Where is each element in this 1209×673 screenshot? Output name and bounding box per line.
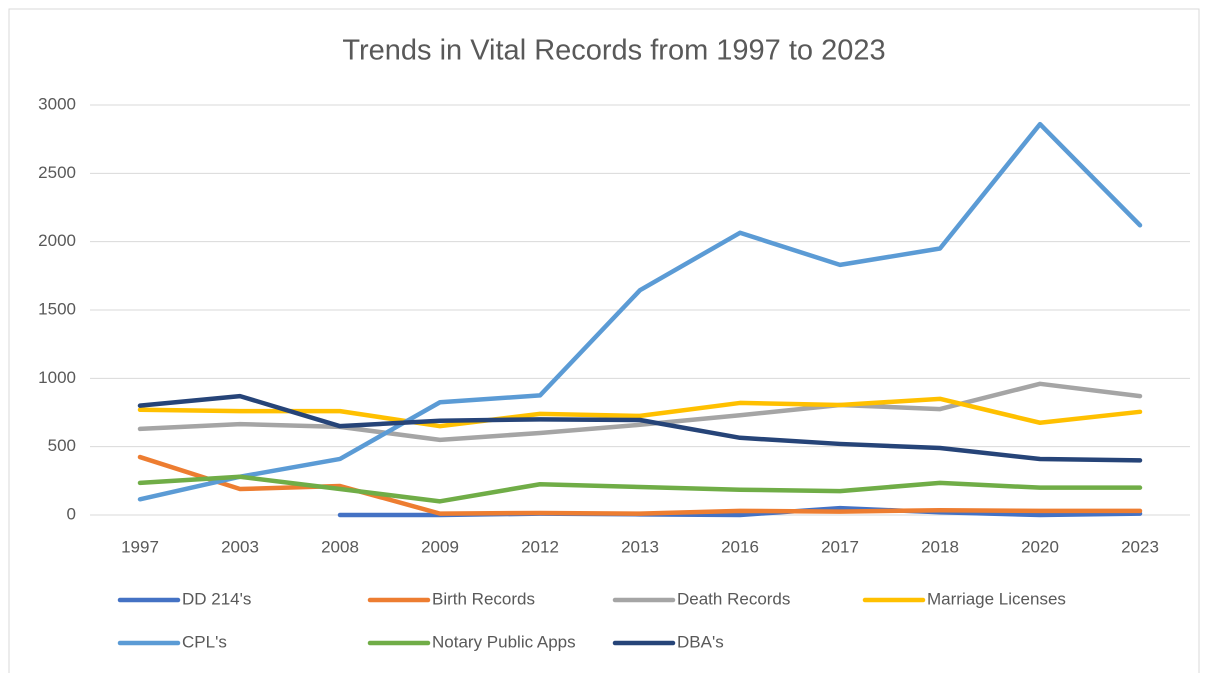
- legend-label: DBA's: [677, 632, 724, 651]
- x-tick-label: 2020: [1021, 537, 1059, 556]
- chart-title: Trends in Vital Records from 1997 to 202…: [342, 35, 885, 67]
- legend-label: Death Records: [677, 589, 790, 608]
- chart-border: [8, 8, 1200, 673]
- y-tick-label: 1000: [38, 368, 76, 387]
- x-tick-label: 2003: [221, 537, 259, 556]
- x-tick-label: 2012: [521, 537, 559, 556]
- x-tick-label: 2017: [821, 537, 859, 556]
- y-tick-label: 500: [48, 436, 76, 455]
- y-tick-label: 2000: [38, 231, 76, 250]
- legend-label: Birth Records: [432, 589, 535, 608]
- x-tick-label: 2018: [921, 537, 959, 556]
- series-line: [137, 381, 1143, 443]
- y-tick-label: 3000: [38, 94, 76, 113]
- x-tick-label: 2023: [1121, 537, 1159, 556]
- x-tick-label: 1997: [121, 537, 159, 556]
- legend-label: CPL's: [182, 632, 227, 651]
- x-tick-label: 2008: [321, 537, 359, 556]
- legend-label: DD 214's: [182, 589, 251, 608]
- y-tick-label: 0: [67, 504, 76, 523]
- series-line: [137, 396, 1143, 429]
- legend-label: Marriage Licenses: [927, 589, 1066, 608]
- legend-label: Notary Public Apps: [432, 632, 576, 651]
- x-tick-label: 2013: [621, 537, 659, 556]
- x-tick-label: 2016: [721, 537, 759, 556]
- y-tick-label: 1500: [38, 299, 76, 318]
- y-tick-label: 2500: [38, 163, 76, 182]
- x-tick-label: 2009: [421, 537, 459, 556]
- series-line: [137, 474, 1143, 504]
- series-line: [137, 393, 1143, 463]
- series-line: [137, 121, 1143, 502]
